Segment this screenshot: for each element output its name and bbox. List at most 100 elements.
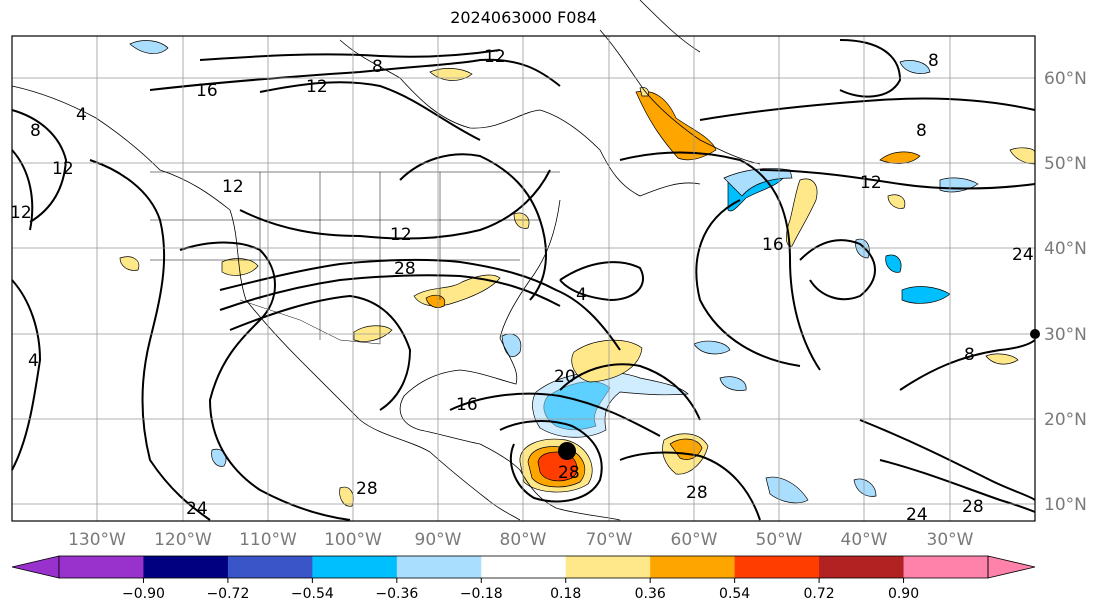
contour-labels: 16 12 8 12 8 4 12 12 12 12 28 4 16 8 8 1…: [10, 47, 1034, 525]
positive-shade-hudson: [429, 68, 473, 81]
contour-label: 12: [52, 159, 74, 179]
colorbar: −0.90 −0.72 −0.54 −0.36 −0.18 0.18 0.36 0.54 0.7…: [11, 555, 1036, 602]
positive-shade-west-2: [119, 256, 140, 271]
positive-shade-lakes: [513, 212, 530, 229]
colorbar-bin: [481, 556, 567, 578]
contour-12-north: [259, 81, 481, 141]
contour-label: 8: [964, 345, 975, 365]
colorbar-tick-label: 0.90: [888, 586, 919, 602]
contour-16-atl: [619, 151, 821, 371]
storm-center-marker: [558, 442, 576, 460]
contour-atl-ridge: [695, 199, 801, 367]
state-lines-horizontal: [150, 219, 540, 261]
contour-label: 4: [76, 105, 87, 125]
contour-label: 12: [484, 47, 506, 67]
longitude-labels: 130°W 120°W 110°W 100°W 90°W 80°W 70°W 6…: [68, 530, 974, 550]
colorbar-tick-label: 0.72: [804, 586, 835, 602]
positive-shade-atl-3: [786, 178, 818, 247]
contour-12-west: [11, 149, 34, 231]
colorbar-bin: [227, 556, 313, 578]
colorbar-bin: [734, 556, 820, 578]
state-lines: [259, 172, 441, 344]
contour-8-north: [199, 49, 501, 61]
contour-atl-north-low: [839, 39, 902, 98]
contour-label: 8: [928, 51, 939, 71]
contour-label: 28: [558, 463, 580, 483]
lat-label: 30°N: [1044, 325, 1087, 345]
contour-label: 24: [906, 505, 928, 525]
positive-shade-west-1: [221, 258, 259, 276]
contour-label: 4: [28, 351, 39, 371]
lon-label: 80°W: [500, 530, 547, 550]
negative-shade-atl-3: [885, 254, 902, 273]
contour-label: 12: [390, 225, 412, 245]
contour-label: 16: [196, 81, 218, 101]
colorbar-tick-label: −0.36: [375, 586, 418, 602]
contour-label: 28: [356, 479, 378, 499]
contour-carib-1: [449, 392, 661, 437]
colorbar-tick-label: −0.72: [206, 586, 249, 602]
lon-label: 130°W: [68, 530, 126, 550]
lat-label: 20°N: [1044, 410, 1087, 430]
negative-shade-atl-9: [693, 340, 731, 355]
colorbar-tick-label: 0.36: [635, 586, 666, 602]
contour-label: 8: [372, 57, 383, 77]
contour-label: 28: [394, 259, 416, 279]
colorbar-tick-label: 0.54: [719, 586, 750, 602]
lon-label: 110°W: [239, 530, 297, 550]
colorbar-bin: [903, 556, 989, 578]
negative-shade-caribbean-edge: [532, 371, 689, 438]
negative-shade-alaska: [129, 40, 169, 54]
contour-label: 12: [860, 173, 882, 193]
contour-4-atl: [559, 261, 645, 302]
contour-24-atl-south: [859, 419, 1036, 501]
contours: [11, 39, 1036, 521]
contour-label: 12: [10, 203, 32, 223]
colorbar-bin: [59, 556, 144, 578]
colorbar-bins: [59, 556, 989, 578]
contour-4-west: [11, 279, 42, 471]
positive-shade-labrador: [635, 90, 717, 161]
central-america-coastline: [479, 443, 621, 521]
negative-shade-atl-8: [853, 478, 877, 497]
contour-8-atl: [699, 97, 1036, 121]
contour-8-west: [11, 109, 68, 223]
contour-12-atl: [759, 169, 1036, 190]
positive-shade-atl-4: [887, 194, 906, 209]
negative-shade-newfoundland-edge: [723, 168, 793, 197]
lat-label: 50°N: [1044, 154, 1087, 174]
colorbar-border: [58, 555, 989, 579]
colorbar-bin: [819, 556, 905, 578]
colorbar-over-triangle: [987, 555, 1036, 579]
lon-label: 70°W: [586, 530, 633, 550]
latitude-labels: 60°N 50°N 40°N 30°N 20°N 10°N: [1044, 69, 1087, 515]
colorbar-bin: [143, 556, 229, 578]
lon-label: 60°W: [671, 530, 718, 550]
contour-24-us: [229, 294, 412, 411]
contour-8-atl-low: [799, 239, 876, 301]
contour-label: 24: [1012, 245, 1034, 265]
colorbar-bin: [312, 556, 398, 578]
lon-label: 50°W: [756, 530, 803, 550]
contour-label: 20: [554, 367, 576, 387]
colorbar-bin: [650, 556, 736, 578]
contour-28-atl-south: [879, 459, 1036, 513]
positive-shade-atl-5: [985, 353, 1019, 365]
greenland-coastline: [639, 0, 701, 53]
negative-shade-atl-6: [899, 60, 931, 74]
lon-label: 100°W: [324, 530, 382, 550]
contour-label: 28: [962, 497, 984, 517]
borders: [150, 171, 560, 345]
contour-label: 28: [686, 483, 708, 503]
negative-shade-pacific: [211, 448, 227, 467]
map-frame: [11, 35, 1036, 522]
colorbar-tick-label: −0.90: [122, 586, 165, 602]
gulf-coastline: [399, 199, 561, 445]
lon-label: 30°W: [927, 530, 974, 550]
contour-hurricane: [499, 420, 603, 503]
contour-label: 16: [456, 395, 478, 415]
shaded-fields: [119, 40, 1036, 507]
positive-shade-pacific: [339, 486, 354, 507]
contour-8-atl-east: [899, 339, 1036, 391]
